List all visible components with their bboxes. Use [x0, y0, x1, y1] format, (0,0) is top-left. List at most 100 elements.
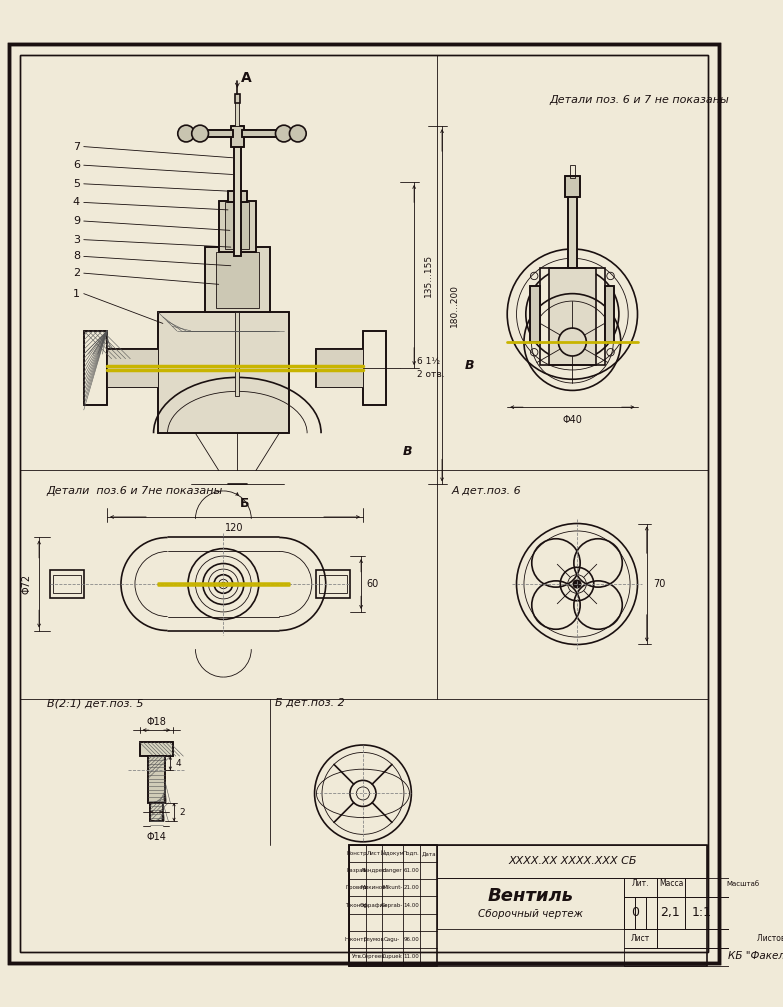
- Bar: [226, 202, 250, 249]
- Bar: [685, 896, 783, 929]
- Bar: [530, 286, 539, 342]
- Bar: [349, 845, 707, 966]
- Text: Разраб.: Разраб.: [346, 868, 368, 873]
- Bar: [233, 145, 241, 257]
- Bar: [228, 191, 247, 202]
- Text: Вентиль: Вентиль: [488, 887, 573, 904]
- Text: 7: 7: [73, 142, 80, 152]
- Text: Лист: Лист: [630, 934, 650, 944]
- Bar: [657, 878, 685, 896]
- Bar: [158, 312, 288, 433]
- Bar: [150, 803, 163, 822]
- Text: Констр.: Констр.: [346, 851, 369, 856]
- Bar: [569, 165, 576, 178]
- Text: 60: 60: [366, 579, 378, 589]
- Text: 180...200: 180...200: [449, 284, 459, 326]
- Bar: [107, 349, 158, 387]
- Text: 2,1: 2,1: [660, 906, 680, 919]
- Text: XXXX.XX XXXX.XXX СБ: XXXX.XX XXXX.XXX СБ: [508, 856, 637, 866]
- Bar: [107, 349, 158, 387]
- Bar: [158, 312, 288, 433]
- Bar: [53, 575, 81, 593]
- Text: Φ72: Φ72: [21, 574, 31, 594]
- Bar: [363, 331, 386, 405]
- Bar: [565, 176, 579, 196]
- Circle shape: [290, 125, 306, 142]
- Text: Линдрес: Линдрес: [361, 868, 386, 873]
- Text: 9: 9: [73, 217, 80, 226]
- Text: Листов 1: Листов 1: [757, 934, 783, 944]
- Bar: [623, 896, 635, 929]
- Text: 21.00: 21.00: [403, 885, 419, 890]
- Text: Детали  поз.6 и 7не показаны: Детали поз.6 и 7не показаны: [46, 486, 223, 496]
- Text: 2 отв.: 2 отв.: [417, 371, 445, 379]
- Circle shape: [276, 125, 292, 142]
- Bar: [228, 191, 247, 202]
- Bar: [568, 193, 577, 268]
- Text: Б: Б: [240, 496, 250, 510]
- Bar: [685, 878, 783, 896]
- Text: 0: 0: [631, 906, 639, 919]
- Bar: [605, 286, 614, 342]
- Bar: [242, 130, 293, 137]
- Bar: [623, 929, 657, 948]
- Circle shape: [222, 582, 226, 586]
- Text: 2: 2: [73, 268, 80, 278]
- Text: 14.00: 14.00: [403, 902, 419, 907]
- Text: danger: danger: [382, 868, 402, 873]
- Text: A: A: [241, 70, 252, 85]
- Text: Н.контр.: Н.контр.: [345, 938, 370, 943]
- Text: Лит.: Лит.: [632, 879, 649, 888]
- Bar: [218, 200, 256, 252]
- Bar: [316, 349, 363, 387]
- Bar: [539, 268, 605, 366]
- Bar: [231, 126, 244, 147]
- Text: Mikunt-: Mikunt-: [382, 885, 402, 890]
- Text: 2: 2: [179, 808, 186, 817]
- Bar: [204, 247, 270, 312]
- Bar: [50, 570, 84, 598]
- Circle shape: [178, 125, 194, 142]
- Bar: [605, 286, 614, 342]
- Bar: [231, 126, 244, 147]
- Bar: [236, 312, 239, 396]
- Text: 4: 4: [176, 759, 182, 768]
- Bar: [363, 331, 386, 405]
- Text: №докум: №докум: [381, 850, 404, 856]
- Bar: [235, 94, 240, 103]
- Bar: [530, 286, 539, 342]
- Text: Geprab-: Geprab-: [381, 902, 403, 907]
- Text: Детали поз. 6 и 7 не показаны: Детали поз. 6 и 7 не показаны: [549, 95, 729, 105]
- Bar: [218, 200, 256, 252]
- Text: В(2:1) дет.поз. 5: В(2:1) дет.поз. 5: [46, 698, 143, 708]
- Bar: [657, 896, 685, 929]
- Bar: [646, 896, 657, 929]
- Text: 6: 6: [73, 160, 80, 170]
- Text: 1:1: 1:1: [691, 906, 712, 919]
- Bar: [84, 331, 107, 405]
- Text: Провер.: Провер.: [346, 885, 369, 890]
- Bar: [568, 193, 577, 268]
- Bar: [565, 176, 579, 196]
- Text: Подп.: Подп.: [403, 851, 420, 856]
- Text: Дата: Дата: [421, 851, 436, 856]
- Circle shape: [573, 580, 581, 588]
- Text: Φ18: Φ18: [146, 717, 166, 727]
- Bar: [148, 756, 164, 803]
- Text: 61.00: 61.00: [403, 868, 419, 873]
- Text: А дет.поз. 6: А дет.поз. 6: [451, 486, 521, 495]
- Bar: [182, 130, 233, 137]
- Bar: [635, 896, 646, 929]
- Bar: [623, 948, 783, 966]
- Text: Масса: Масса: [659, 879, 684, 888]
- Bar: [204, 247, 270, 312]
- Bar: [182, 130, 233, 137]
- Text: Cupuek: Cupuek: [382, 955, 402, 960]
- Bar: [438, 845, 707, 878]
- Bar: [139, 742, 173, 756]
- Text: 1: 1: [73, 289, 80, 299]
- Text: 4: 4: [73, 197, 80, 207]
- Text: 6 1½: 6 1½: [417, 357, 440, 367]
- Text: 70: 70: [653, 579, 665, 589]
- Bar: [349, 845, 438, 966]
